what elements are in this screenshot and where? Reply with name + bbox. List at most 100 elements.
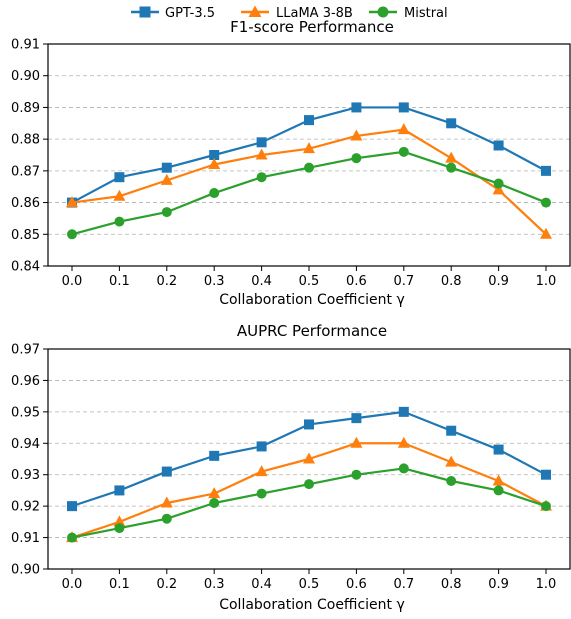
auprc-y-tick-label: 0.92 [11,500,40,515]
auprc-point-mistral [161,513,172,524]
f1-y-tick-label: 0.87 [11,164,40,179]
auprc-point-llama-3-8b [445,455,458,467]
auprc-point-llama-3-8b [160,496,173,508]
f1-x-axis-title: Collaboration Coefficient γ [219,292,405,308]
f1-y-tick-label: 0.89 [11,101,40,116]
f1-x-tick-label: 0.4 [251,274,272,289]
auprc-point-llama-3-8b [350,436,363,448]
auprc-y-tick-label: 0.93 [11,468,40,483]
f1-point-llama-3-8b [492,183,505,195]
legend-marker-gpt [139,6,151,18]
auprc-point-llama-3-8b [208,487,221,499]
auprc-x-axis-title: Collaboration Coefficient γ [219,597,405,613]
auprc-series-line-mistral [71,467,547,539]
auprc-point-mistral [446,476,457,486]
f1-x-tick-label: 1.0 [536,274,557,289]
f1-y-tick-label: 0.85 [11,228,40,243]
auprc-point-mistral [351,469,362,480]
f1-x-tick-label: 0.1 [109,274,130,289]
f1-point-gpt-3-5 [351,102,362,113]
auprc-x-tick-label: 0.0 [62,577,83,592]
legend-entry-llama: LLaMA 3-8B [241,5,353,21]
auprc-x-tick-label: 0.7 [393,577,414,592]
auprc-point-llama-3-8b [113,515,126,527]
auprc-point-llama-3-8b [255,465,268,477]
auprc-point-gpt-3-5 [493,444,504,455]
auprc-y-tick-label: 0.90 [11,563,40,578]
auprc-x-tick-label: 0.1 [109,577,130,592]
auprc-y-tick-label: 0.95 [11,405,40,420]
f1-point-llama-3-8b [255,148,268,160]
f1-x-tick-label: 0.2 [156,274,177,289]
auprc-point-gpt-3-5 [209,450,220,461]
f1-point-gpt-3-5 [304,115,314,126]
legend-label-mistral: Mistral [404,6,448,21]
auprc-point-mistral [304,479,314,490]
auprc-point-llama-3-8b [492,474,505,486]
f1-x-tick-label: 0.6 [346,274,367,289]
f1-point-gpt-3-5 [209,150,220,160]
auprc-point-llama-3-8b [397,436,410,448]
auprc-x-tick-label: 0.4 [251,577,272,592]
auprc-x-tick-label: 0.8 [441,577,462,592]
f1-point-mistral [398,146,409,157]
f1-chart-title: F1-score Performance [230,18,394,36]
f1-y-tick-label: 0.84 [11,260,40,275]
f1-y-tick-label: 0.88 [11,133,40,148]
f1-chart-panel: F1-score Performance Collaboration Coeff… [11,18,571,308]
auprc-point-gpt-3-5 [304,419,314,430]
f1-point-gpt-3-5 [114,172,125,183]
f1-point-gpt-3-5 [398,102,409,113]
f1-point-mistral [351,153,362,164]
legend-label-gpt: GPT-3.5 [165,6,215,21]
auprc-x-tick-label: 0.6 [346,577,367,592]
legend-marker-mistral [377,6,389,18]
f1-y-tick-label: 0.90 [11,69,40,84]
auprc-point-gpt-3-5 [351,413,362,424]
auprc-plot-frame [47,348,571,570]
auprc-point-mistral [493,485,504,496]
f1-y-tick-label: 0.86 [11,196,40,211]
legend: GPT-3.5 LLaMA 3-8B Mistral [131,5,448,21]
f1-x-tick-label: 0.5 [299,274,320,289]
auprc-point-gpt-3-5 [67,501,77,512]
legend-label-llama: LLaMA 3-8B [276,6,353,21]
auprc-x-tick-label: 0.2 [156,577,177,592]
auprc-point-mistral [541,501,551,512]
auprc-point-llama-3-8b [303,452,315,464]
f1-point-gpt-3-5 [161,162,172,173]
f1-point-gpt-3-5 [446,118,457,129]
auprc-x-tick-label: 0.9 [488,577,509,592]
f1-point-mistral [209,188,220,199]
f1-x-tick-label: 0.7 [393,274,414,289]
f1-plot-frame [47,43,571,267]
legend-entry-gpt: GPT-3.5 [131,6,215,21]
f1-point-mistral [541,197,551,208]
legend-entry-mistral: Mistral [369,6,448,21]
auprc-chart-title: AUPRC Performance [237,322,387,340]
legend-marker-llama [248,5,262,17]
auprc-point-gpt-3-5 [446,425,457,436]
f1-x-tick-label: 0.9 [488,274,509,289]
f1-point-llama-3-8b [160,173,173,185]
auprc-x-tick-label: 0.5 [299,577,320,592]
auprc-point-mistral [256,488,267,499]
auprc-point-gpt-3-5 [541,469,551,480]
f1-point-gpt-3-5 [493,140,504,151]
auprc-x-tick-label: 0.3 [204,577,225,592]
auprc-y-tick-label: 0.91 [11,531,40,546]
f1-point-mistral [493,178,504,189]
auprc-x-tick-label: 1.0 [536,577,557,592]
f1-point-mistral [161,207,172,218]
f1-point-mistral [446,162,457,173]
auprc-y-tick-label: 0.97 [11,343,40,358]
f1-point-gpt-3-5 [541,165,551,176]
f1-point-mistral [256,172,267,183]
f1-point-llama-3-8b [445,151,458,163]
f1-point-mistral [67,229,77,240]
f1-x-tick-label: 0.0 [62,274,83,289]
f1-y-tick-label: 0.91 [11,38,40,53]
f1-point-llama-3-8b [350,129,363,141]
